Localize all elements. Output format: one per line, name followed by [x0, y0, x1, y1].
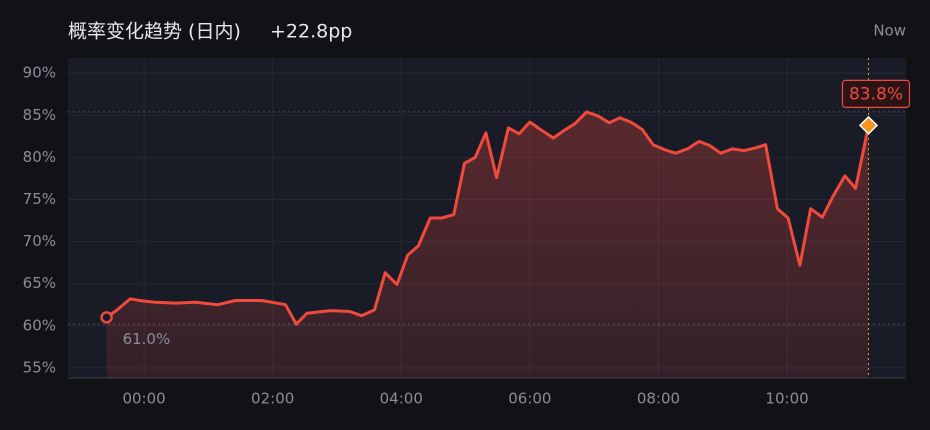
y-tick-label: 70% — [23, 232, 56, 250]
start-label: 61.0% — [123, 330, 171, 348]
x-tick-label: 08:00 — [637, 390, 680, 408]
end-label: 83.8% — [849, 84, 903, 104]
y-tick-label: 85% — [23, 106, 56, 124]
y-tick-label: 75% — [23, 190, 56, 208]
change-label: +22.8pp — [270, 21, 352, 43]
x-tick-label: 10:00 — [765, 390, 808, 408]
x-tick-label: 02:00 — [251, 390, 294, 408]
end-label-box — [841, 79, 911, 108]
y-tick-label: 65% — [23, 274, 56, 292]
y-tick-label: 90% — [23, 64, 56, 82]
start-marker — [100, 311, 113, 324]
y-tick-label: 60% — [23, 316, 56, 334]
chart-title: 概率变化趋势 (日内) — [68, 21, 241, 43]
y-tick-label: 55% — [23, 358, 56, 376]
x-tick-label: 04:00 — [380, 390, 423, 408]
area-fill — [106, 111, 869, 379]
x-tick-label: 00:00 — [122, 390, 165, 408]
y-tick-label: 80% — [23, 148, 56, 166]
end-marker — [858, 115, 879, 135]
x-tick-label: 06:00 — [508, 390, 551, 408]
line — [105, 110, 870, 326]
now-label: Now — [873, 22, 906, 40]
